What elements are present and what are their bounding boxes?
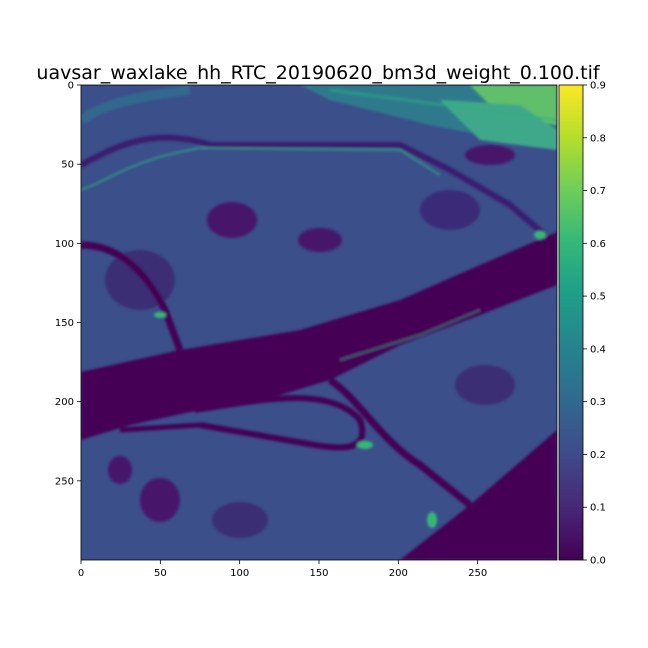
y-axis: 0 50 100 150 200 250 (55, 81, 81, 487)
y-tick-label: 200 (55, 397, 74, 408)
y-tick-label: 250 (55, 476, 74, 487)
colorbar-tick-label: 0.9 (590, 81, 606, 92)
y-tick-label: 100 (55, 239, 74, 250)
colorbar-gradient (559, 85, 583, 560)
colorbar-tick-label: 0.2 (590, 450, 606, 461)
x-tick-label: 150 (309, 568, 328, 579)
colorbar-tick-label: 0.0 (590, 556, 606, 567)
x-tick-label: 250 (468, 568, 487, 579)
y-tick-label: 150 (55, 318, 74, 329)
colorbar-tick-label: 0.3 (590, 397, 606, 408)
sar-image (81, 85, 557, 560)
y-tick-label: 50 (61, 160, 74, 171)
x-tick-label: 100 (230, 568, 249, 579)
colorbar: 0.0 0.1 0.2 0.3 0.4 0.5 0.6 0.7 0.8 0.9 (558, 81, 606, 567)
y-tick-label: 0 (68, 81, 74, 92)
colorbar-tick-label: 0.5 (590, 292, 606, 303)
colorbar-tick-label: 0.4 (590, 344, 606, 355)
x-tick-label: 0 (78, 568, 84, 579)
x-tick-label: 200 (389, 568, 408, 579)
colorbar-tick-label: 0.8 (590, 133, 606, 144)
colorbar-tick-label: 0.1 (590, 503, 606, 514)
colorbar-tick-label: 0.6 (590, 239, 606, 250)
colorbar-tick-label: 0.7 (590, 186, 606, 197)
x-tick-label: 50 (154, 568, 167, 579)
figure-title: uavsar_waxlake_hh_RTC_20190620_bm3d_weig… (36, 62, 600, 84)
x-axis: 0 50 100 150 200 250 (78, 560, 487, 579)
